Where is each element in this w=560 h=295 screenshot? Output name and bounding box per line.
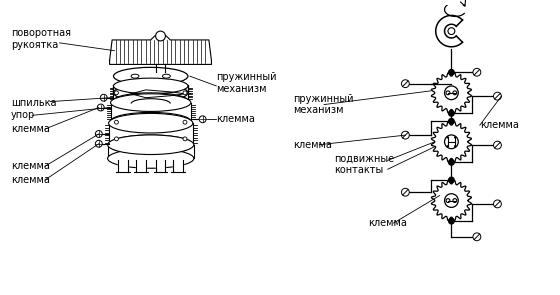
Ellipse shape: [109, 135, 193, 155]
Circle shape: [156, 31, 165, 41]
Polygon shape: [114, 85, 188, 93]
Polygon shape: [156, 160, 165, 172]
Text: клемма: клемма: [11, 175, 49, 185]
Circle shape: [448, 28, 455, 35]
Circle shape: [114, 137, 118, 141]
Polygon shape: [109, 123, 193, 145]
Text: пружинный
механизм: пружинный механизм: [216, 72, 277, 94]
Polygon shape: [156, 64, 165, 72]
Ellipse shape: [109, 113, 193, 133]
Circle shape: [449, 119, 454, 124]
Circle shape: [183, 120, 187, 124]
Polygon shape: [431, 122, 472, 162]
Circle shape: [473, 233, 481, 241]
Text: шпилька: шпилька: [11, 98, 56, 108]
Text: подвижные
контакты: подвижные контакты: [334, 153, 394, 175]
Circle shape: [402, 80, 409, 88]
Ellipse shape: [114, 78, 188, 94]
Polygon shape: [136, 160, 146, 172]
Polygon shape: [108, 145, 194, 158]
Circle shape: [97, 104, 104, 111]
Circle shape: [100, 94, 107, 101]
Circle shape: [473, 68, 481, 76]
Circle shape: [449, 218, 454, 224]
Polygon shape: [114, 86, 188, 101]
Text: клемма: клемма: [11, 161, 49, 171]
Circle shape: [449, 70, 454, 75]
Polygon shape: [431, 181, 472, 221]
Ellipse shape: [108, 135, 194, 155]
Ellipse shape: [114, 93, 188, 109]
Circle shape: [199, 116, 206, 123]
Ellipse shape: [162, 74, 170, 78]
Circle shape: [95, 130, 102, 137]
Polygon shape: [110, 103, 191, 121]
Text: упор: упор: [11, 110, 35, 120]
Text: пружинный
механизм: пружинный механизм: [293, 94, 353, 115]
Polygon shape: [436, 15, 463, 47]
Circle shape: [446, 145, 449, 148]
Circle shape: [493, 141, 501, 149]
Text: поворотная
рукоятка: поворотная рукоятка: [11, 28, 71, 50]
Text: клемма: клемма: [293, 140, 332, 150]
Circle shape: [402, 188, 409, 196]
Ellipse shape: [110, 112, 191, 130]
Circle shape: [449, 177, 454, 183]
Circle shape: [446, 136, 449, 139]
Ellipse shape: [108, 149, 194, 168]
Circle shape: [445, 194, 458, 207]
Circle shape: [114, 120, 118, 124]
Circle shape: [454, 136, 456, 139]
Circle shape: [454, 145, 456, 148]
Circle shape: [114, 91, 118, 95]
Text: клемма: клемма: [11, 124, 49, 134]
Ellipse shape: [110, 94, 191, 112]
Ellipse shape: [114, 67, 188, 85]
Ellipse shape: [114, 84, 188, 102]
Circle shape: [402, 131, 409, 139]
Circle shape: [183, 137, 187, 141]
Circle shape: [449, 160, 454, 165]
Circle shape: [449, 111, 454, 116]
Polygon shape: [431, 73, 472, 113]
Circle shape: [445, 135, 458, 149]
Ellipse shape: [131, 74, 139, 78]
Circle shape: [445, 86, 458, 100]
Text: клемма: клемма: [368, 218, 407, 228]
Circle shape: [493, 92, 501, 100]
Polygon shape: [110, 36, 212, 64]
Polygon shape: [118, 160, 128, 172]
Polygon shape: [173, 160, 183, 172]
Text: клемма: клемма: [216, 114, 255, 124]
Circle shape: [183, 91, 187, 95]
Text: клемма: клемма: [480, 120, 519, 130]
Circle shape: [493, 200, 501, 208]
Circle shape: [95, 140, 102, 147]
